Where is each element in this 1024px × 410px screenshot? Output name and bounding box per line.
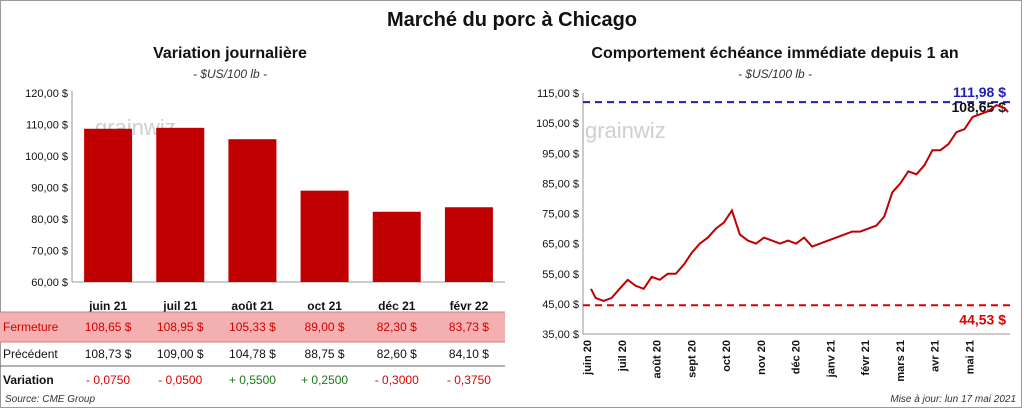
left-y-tick-label: 70,00 $ <box>31 246 68 258</box>
left-chart-unit: - $US/100 lb - <box>192 67 268 81</box>
previous-value: 88,75 $ <box>305 347 345 361</box>
closing-value: 108,65 $ <box>85 320 132 334</box>
left-y-tick-label: 60,00 $ <box>31 277 68 289</box>
category-label: juin 21 <box>88 299 127 313</box>
right-watermark: grainwiz <box>585 118 666 143</box>
closing-row-background <box>0 312 505 342</box>
x-tick-label: juin 20 <box>582 340 594 376</box>
change-value: - 0,0750 <box>86 373 130 387</box>
left-y-tick-label: 120,00 $ <box>25 88 68 100</box>
category-label: juil 21 <box>162 299 197 313</box>
x-tick-label: mars 21 <box>895 340 907 382</box>
closing-value: 82,30 $ <box>377 320 417 334</box>
bar <box>300 190 349 282</box>
x-tick-label: déc 20 <box>791 340 803 374</box>
x-tick-label: juil 20 <box>617 340 629 372</box>
row-label-closing: Fermeture <box>3 320 59 334</box>
update-note: Mise à jour: lun 17 mai 2021 <box>890 394 1016 405</box>
bar <box>228 139 277 282</box>
right-y-tick-label: 95,00 $ <box>542 148 579 160</box>
category-label: août 21 <box>231 299 273 313</box>
category-label: oct 21 <box>307 299 342 313</box>
right-y-tick-label: 45,00 $ <box>542 299 579 311</box>
previous-value: 104,78 $ <box>229 347 276 361</box>
x-tick-label: janv 21 <box>825 340 837 378</box>
category-label: févr 22 <box>450 299 489 313</box>
left-y-tick-label: 110,00 $ <box>26 120 68 132</box>
last-value-label: 108,65 $ <box>952 99 1007 115</box>
change-value: - 0,3750 <box>447 373 491 387</box>
closing-value: 89,00 $ <box>305 320 345 334</box>
right-chart-unit: - $US/100 lb - <box>737 67 813 81</box>
source-note: Source: CME Group <box>5 394 96 405</box>
previous-value: 109,00 $ <box>157 347 204 361</box>
right-y-tick-label: 105,00 $ <box>536 118 579 130</box>
left-y-tick-label: 100,00 $ <box>25 151 68 163</box>
right-y-tick-label: 65,00 $ <box>542 239 579 251</box>
bar <box>444 207 493 282</box>
previous-value: 82,60 $ <box>377 347 417 361</box>
low-value-label: 44,53 $ <box>959 311 1006 327</box>
row-label-change: Variation <box>3 373 54 387</box>
x-tick-label: sept 20 <box>686 340 698 378</box>
x-tick-label: mai 21 <box>964 340 976 374</box>
high-value-label: 111,98 $ <box>953 84 1006 100</box>
right-y-tick-label: 75,00 $ <box>542 209 579 221</box>
bar <box>84 128 133 282</box>
x-tick-label: avr 21 <box>930 340 942 372</box>
change-value: + 0,5500 <box>229 373 276 387</box>
right-chart-title: Comportement échéance immédiate depuis 1… <box>591 45 959 62</box>
x-tick-label: août 20 <box>652 340 664 379</box>
change-value: - 0,0500 <box>158 373 202 387</box>
right-y-tick-label: 55,00 $ <box>542 269 579 281</box>
x-tick-label: oct 20 <box>721 340 733 372</box>
closing-value: 83,73 $ <box>449 320 489 334</box>
x-tick-label: nov 20 <box>756 340 768 375</box>
row-label-previous: Précédent <box>3 347 58 361</box>
previous-value: 108,73 $ <box>85 347 132 361</box>
x-tick-label: févr 21 <box>860 340 872 375</box>
left-chart-title: Variation journalière <box>153 45 307 62</box>
bar <box>372 211 421 282</box>
category-label: déc 21 <box>378 299 416 313</box>
right-y-tick-label: 115,00 $ <box>537 88 579 100</box>
change-value: + 0,2500 <box>301 373 348 387</box>
closing-value: 108,95 $ <box>157 320 204 334</box>
change-value: - 0,3000 <box>375 373 419 387</box>
previous-value: 84,10 $ <box>449 347 489 361</box>
main-title: Marché du porc à Chicago <box>386 9 638 31</box>
right-y-tick-label: 85,00 $ <box>542 178 579 190</box>
right-y-tick-label: 35,00 $ <box>542 329 579 341</box>
left-y-tick-label: 80,00 $ <box>31 214 68 226</box>
closing-value: 105,33 $ <box>229 320 276 334</box>
left-y-tick-label: 90,00 $ <box>31 183 68 195</box>
bar <box>156 127 205 283</box>
price-line <box>590 103 1009 302</box>
